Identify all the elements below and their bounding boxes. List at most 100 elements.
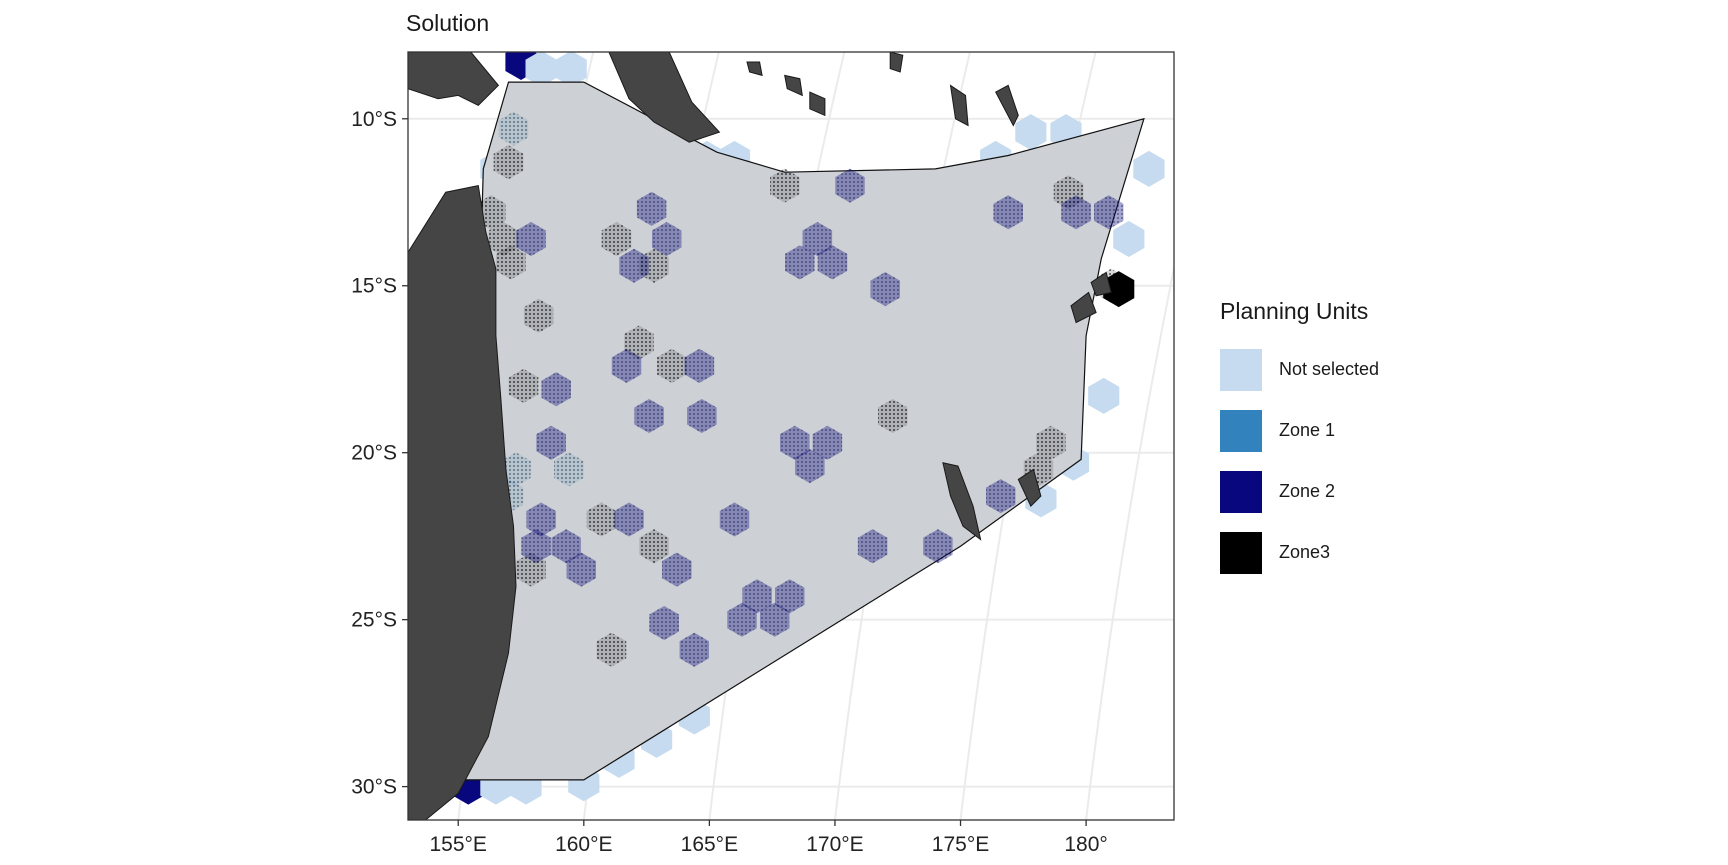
legend-swatch-not-selected [1220, 348, 1262, 391]
legend-item-not-selected: Not selected [1220, 339, 1379, 400]
selected-unit [870, 272, 900, 307]
selected-unit [508, 368, 539, 403]
selected-unit [719, 502, 750, 537]
selected-unit [551, 529, 581, 564]
land-polygon [746, 61, 763, 77]
legend-label: Not selected [1279, 359, 1380, 379]
selected-unit [775, 579, 805, 614]
land-polygon [995, 84, 1019, 127]
selected-unit [986, 479, 1016, 514]
selected-unit [526, 502, 556, 537]
land-polygon [809, 91, 826, 117]
land-polygon [1017, 468, 1042, 507]
selected-unit [878, 399, 908, 433]
selected-unit [802, 222, 833, 256]
selected-unit [501, 452, 531, 487]
selected-unit [493, 145, 524, 180]
plot-title: Solution [406, 10, 490, 36]
land-polygon [1090, 271, 1112, 297]
legend-swatch-zone3 [1220, 531, 1262, 574]
x-tick-label: 155°E [430, 833, 487, 856]
selected-unit [780, 425, 810, 460]
selected-unit [639, 529, 669, 564]
selected-unit [1061, 195, 1091, 230]
selected-unit [742, 579, 772, 614]
legend-title: Planning Units [1220, 298, 1369, 324]
selected-unit [554, 452, 584, 487]
land-polygon [1070, 291, 1097, 324]
grid-line-lon [1085, 263, 1174, 820]
land-polygon [889, 52, 904, 73]
legend-label: Zone3 [1279, 542, 1331, 562]
selected-unit [835, 168, 865, 203]
legend-swatch-zone-1 [1220, 409, 1262, 452]
selected-unit [652, 222, 682, 256]
land-polygon [608, 52, 721, 143]
selected-unit [993, 195, 1023, 230]
land-polygon [784, 74, 803, 97]
selected-unit [1036, 425, 1066, 460]
selected-unit [601, 222, 632, 256]
legend-swatch-zone-2 [1220, 470, 1262, 513]
selected-unit [657, 348, 687, 383]
selected-unit [634, 399, 664, 433]
selected-unit [496, 245, 526, 280]
land-layer [408, 52, 1112, 820]
y-tick-label: 15°S [351, 275, 397, 298]
selected-unit [662, 552, 692, 587]
legend-item-zone3: Zone3 [1220, 522, 1379, 583]
legend-label: Zone 2 [1279, 481, 1336, 501]
x-tick-label: 165°E [681, 833, 738, 856]
selected-unit [760, 602, 790, 637]
selected-unit [812, 425, 843, 460]
planning-unit [1015, 114, 1047, 151]
planning-unit [1133, 150, 1165, 187]
x-tick-label: 160°E [555, 833, 612, 856]
selected-unit [923, 529, 953, 564]
selected-unit [498, 111, 529, 146]
y-tick-label: 10°S [351, 108, 397, 131]
selected-unit [586, 502, 617, 537]
selected-unit [536, 425, 566, 460]
selected-unit [566, 552, 596, 587]
y-tick-label: 20°S [351, 442, 397, 465]
x-tick-label: 180° [1064, 833, 1107, 856]
selected-unit [624, 325, 654, 360]
map-panel-border [407, 51, 1175, 821]
selected-unit [817, 245, 848, 280]
selected-unit [785, 245, 815, 280]
selected-unit [521, 529, 551, 564]
y-tick-label: 25°S [351, 609, 397, 632]
x-tick-label: 175°E [932, 833, 989, 856]
selected-unit [541, 372, 571, 407]
selected-unit [516, 222, 546, 256]
selected-unit [679, 632, 709, 667]
selected-unit [636, 191, 667, 226]
selected-unit [857, 529, 888, 564]
axes: 10°S 15°S 20°S 25°S 30°S 155°E 160°E 165°E 170°E… [351, 108, 1108, 856]
selected-units-layer [476, 111, 1126, 667]
legend: Planning Units Not selected Zone 1 Zone … [1220, 298, 1379, 583]
selected-unit [614, 502, 644, 537]
planning-unit [1088, 377, 1120, 414]
legend-item-zone-1: Zone 1 [1220, 400, 1379, 461]
land-polygon [949, 84, 969, 127]
selected-unit [770, 168, 800, 203]
selected-unit [687, 399, 717, 433]
selected-unit [649, 606, 679, 640]
planning-unit [555, 52, 587, 87]
legend-item-zone-2: Zone 2 [1220, 461, 1379, 522]
land-polygon [942, 462, 982, 541]
selected-unit [1094, 195, 1124, 230]
selected-unit [523, 298, 554, 333]
legend-label: Zone 1 [1279, 420, 1336, 440]
selected-unit [596, 632, 627, 667]
selected-unit [727, 602, 757, 637]
planning-unit [1113, 221, 1145, 257]
x-tick-label: 170°E [806, 833, 863, 856]
selected-unit [684, 348, 715, 383]
selected-unit [795, 449, 825, 484]
land-polygon [408, 52, 500, 107]
land-polygon [408, 185, 517, 820]
